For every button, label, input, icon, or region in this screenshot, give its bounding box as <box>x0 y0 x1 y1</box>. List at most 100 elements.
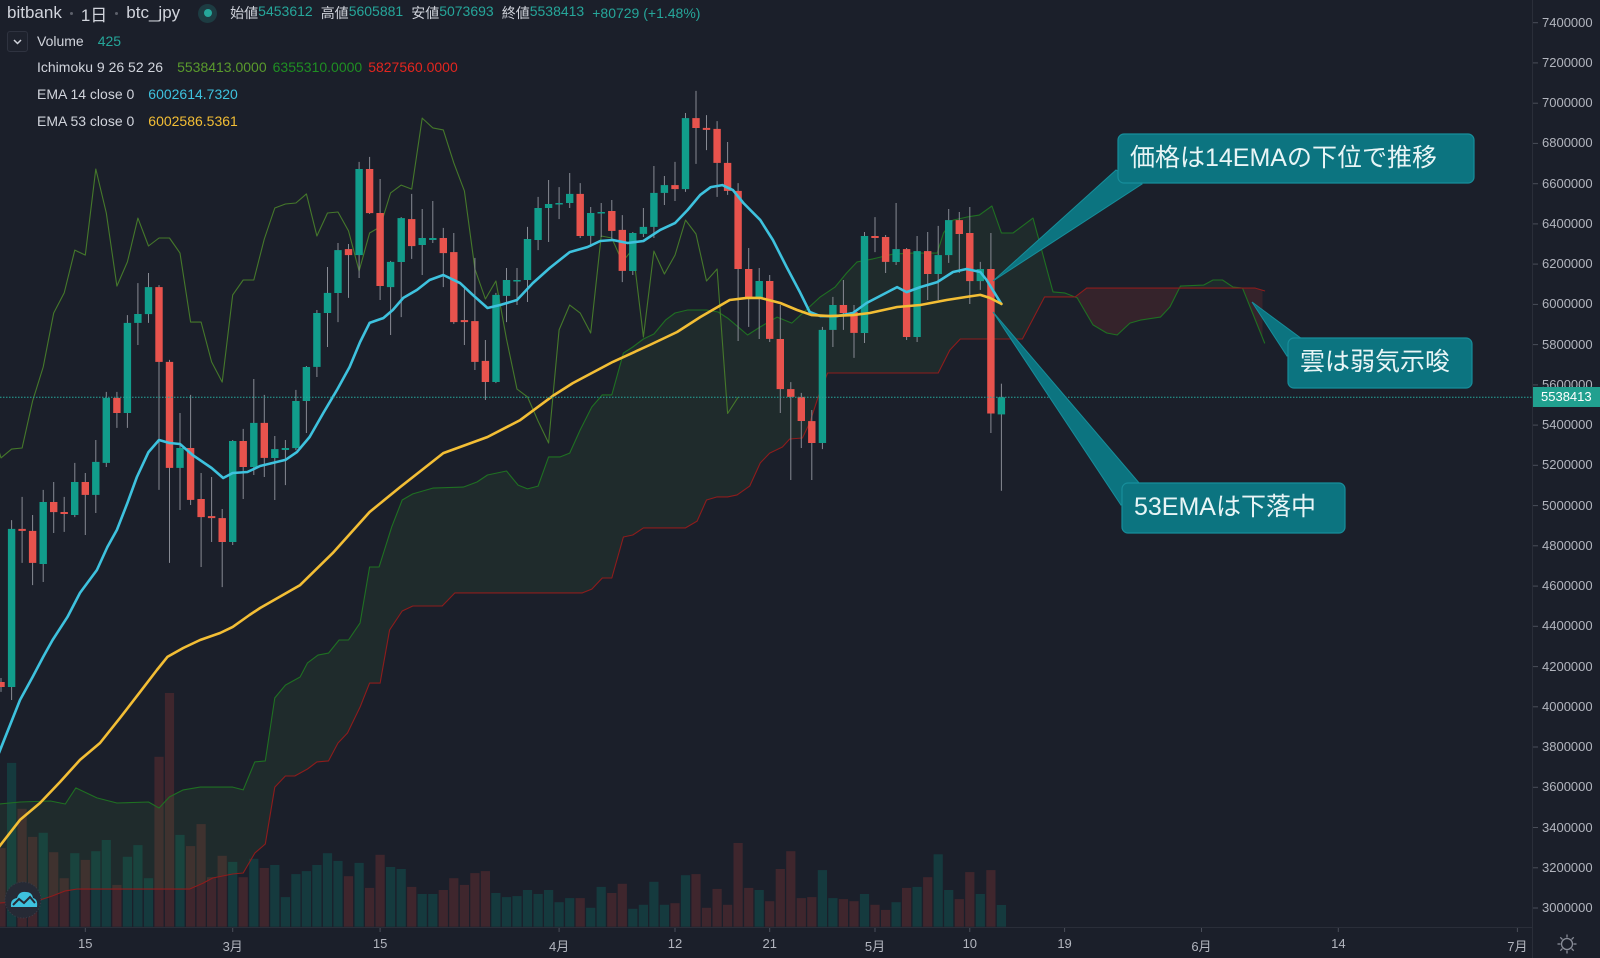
candle-up <box>587 213 595 236</box>
volume-bar <box>407 886 417 927</box>
volume-bar <box>617 883 627 927</box>
volume-bar <box>175 834 185 927</box>
indicator-name: EMA 53 close 0 <box>37 113 135 129</box>
ohlc-label: 始値 <box>230 5 259 21</box>
volume-bar <box>207 877 217 927</box>
volume-bar <box>322 853 333 927</box>
price-tick-label: 6800000 <box>1542 135 1593 151</box>
market-status-icon <box>198 3 218 23</box>
candle-down <box>376 213 384 286</box>
volume-bar <box>628 908 638 927</box>
price-tick-label: 3400000 <box>1542 819 1593 835</box>
volume-bar <box>838 899 848 927</box>
candle-up <box>492 294 500 382</box>
volume-bar <box>933 854 943 927</box>
candle-down <box>186 448 195 500</box>
candle-up <box>418 238 426 245</box>
ohlc-value: 5073693 <box>439 3 494 19</box>
time-tick-label: 12 <box>667 936 683 951</box>
candle-down <box>766 281 774 339</box>
ohlc-low: 安値 5073693 <box>411 3 494 23</box>
candle-down <box>28 530 37 563</box>
volume-bar <box>754 890 764 927</box>
candle-up <box>629 233 637 271</box>
volume-bar <box>649 881 659 927</box>
candle-down <box>18 528 26 531</box>
time-tick-label: 14 <box>1331 936 1346 951</box>
ema-53-line <box>0 293 1003 848</box>
candle-up <box>997 397 1006 415</box>
candle-up <box>176 448 184 468</box>
tradingview-logo[interactable] <box>4 881 42 919</box>
callout-ema53[interactable] <box>992 311 1346 534</box>
candle-down <box>618 229 626 271</box>
exchange-name[interactable]: bitbank <box>7 3 62 22</box>
separator-dot <box>69 11 73 15</box>
volume-bar <box>17 808 27 927</box>
volume-bar <box>902 887 912 927</box>
plot-area[interactable] <box>0 90 1532 927</box>
symbol-name[interactable]: btc_jpy <box>126 3 181 22</box>
candle-up <box>102 397 110 463</box>
candle-up <box>976 269 984 282</box>
leading-span-a-value: 6355310.0000 <box>272 59 363 75</box>
volume-bar <box>259 868 269 927</box>
separator-dot <box>115 11 119 15</box>
price-tick-label: 3800000 <box>1542 739 1593 755</box>
volume-bar <box>522 890 533 927</box>
legend-ema-14[interactable]: EMA 14 close 0 6002614.7320 <box>37 84 244 104</box>
candle-down <box>608 211 616 231</box>
settings-gear-icon[interactable] <box>1555 932 1579 956</box>
candle-down <box>850 312 858 333</box>
callout-box <box>1121 482 1346 534</box>
volume-bar <box>0 848 6 927</box>
candle-up <box>650 192 658 227</box>
volume-bar <box>670 903 680 927</box>
price-axis[interactable]: 7400000 7200000 7000000 6800000 6600000 64000… <box>1533 0 1600 927</box>
legend-ema-53[interactable]: EMA 53 close 0 6002586.5361 <box>37 111 244 131</box>
legend-ichimoku[interactable]: Ichimoku 9 26 52 26 5538413.0000 6355310… <box>37 57 464 77</box>
time-tick-label: 15 <box>372 936 388 951</box>
last-price-label: 5538413 <box>1533 387 1600 408</box>
collapse-legend-button[interactable] <box>7 31 28 52</box>
price-tick-label: 4400000 <box>1542 618 1593 634</box>
candle-up <box>860 236 869 333</box>
candle-up <box>892 249 900 262</box>
candle-down <box>365 169 374 214</box>
candle-down <box>881 237 890 262</box>
price-tick-label: 5400000 <box>1542 417 1593 433</box>
candle-up <box>334 250 342 293</box>
price-tick-label: 4000000 <box>1542 698 1593 714</box>
volume-bar <box>817 870 827 927</box>
time-axis[interactable]: 15 3月 15 4月 12 21 5月 10 19 6月 14 7月 <box>0 928 1532 958</box>
price-tick-label: 3600000 <box>1542 779 1593 795</box>
volume-bar <box>28 836 38 927</box>
callout-pointer <box>992 311 1141 506</box>
volume-bar <box>491 893 501 927</box>
legend-volume[interactable]: Volume 425 <box>37 31 127 51</box>
volume-bar <box>49 852 59 927</box>
ohlc-open: 始値 5453612 <box>230 3 313 23</box>
volume-bar <box>270 865 280 927</box>
candle-down <box>471 321 479 362</box>
interval-label[interactable]: 1日 <box>80 5 108 25</box>
volume-bar <box>291 874 301 927</box>
callout-cloud[interactable] <box>1251 301 1473 389</box>
indicator-value: 6002614.7320 <box>148 86 238 102</box>
callout-ema14[interactable] <box>992 133 1475 282</box>
ohlc-close: 終値 5538413 <box>502 3 585 23</box>
candle-down <box>924 251 932 274</box>
candle-up <box>7 528 16 687</box>
candle-down <box>776 339 784 390</box>
candle-up <box>313 313 321 367</box>
price-tick-label: 6400000 <box>1542 215 1593 231</box>
candle-down <box>197 499 205 518</box>
volume-bar <box>596 886 606 927</box>
lagging-span-value: 5538413.0000 <box>177 59 267 75</box>
volume-bar <box>122 856 132 927</box>
price-tick-label: 4800000 <box>1542 537 1593 553</box>
annotation-text: 価格は14EMAの下位で推移 <box>1130 144 1437 172</box>
volume-bar <box>733 843 743 927</box>
